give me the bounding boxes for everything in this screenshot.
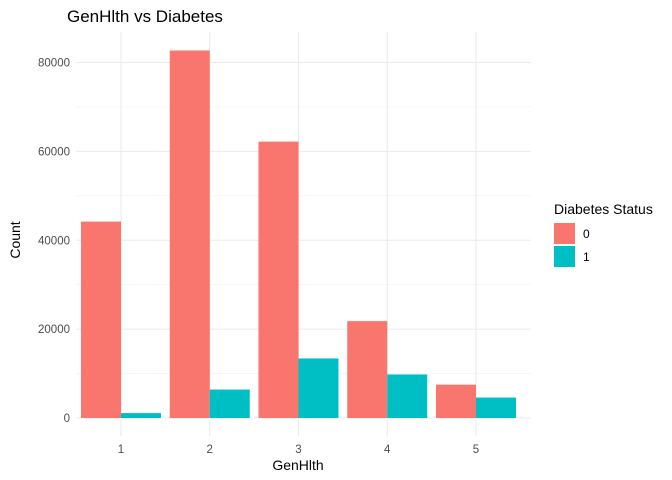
bar-3-series-0 (258, 141, 299, 418)
bar-2-series-1 (209, 389, 250, 418)
bar-2-series-0 (169, 50, 210, 418)
bar-4-series-1 (387, 374, 428, 418)
legend-title: Diabetes Status (554, 201, 653, 217)
y-axis-title: Count (7, 221, 23, 258)
bar-1-series-1 (121, 413, 161, 418)
y-tick-label: 80000 (38, 58, 70, 70)
legend-label-0: 0 (583, 227, 590, 241)
bars (81, 50, 516, 418)
x-tick-label: 1 (118, 444, 124, 456)
bar-3-series-1 (298, 358, 339, 418)
x-tick-label: 5 (473, 444, 479, 456)
legend-key-0 (554, 223, 575, 244)
y-tick-label: 40000 (38, 235, 70, 247)
bar-5-series-0 (436, 384, 476, 418)
bar-5-series-1 (476, 397, 516, 418)
legend-key-1 (554, 246, 575, 267)
x-axis-title: GenHlth (272, 457, 323, 473)
legend: Diabetes Status 0 1 (554, 201, 653, 267)
x-axis-ticks: 1 2 3 4 5 (118, 444, 479, 456)
x-tick-label: 4 (384, 444, 391, 456)
y-tick-label: 60000 (38, 146, 70, 158)
x-tick-label: 2 (207, 444, 213, 456)
x-tick-label: 3 (295, 444, 301, 456)
bar-1-series-0 (81, 221, 121, 418)
legend-label-1: 1 (583, 250, 590, 264)
y-axis-ticks: 0 20000 40000 60000 80000 (38, 58, 70, 426)
y-tick-label: 20000 (38, 324, 70, 336)
chart-title: GenHlth vs Diabetes (67, 7, 223, 26)
bar-4-series-0 (347, 321, 388, 418)
y-tick-label: 0 (64, 413, 70, 425)
